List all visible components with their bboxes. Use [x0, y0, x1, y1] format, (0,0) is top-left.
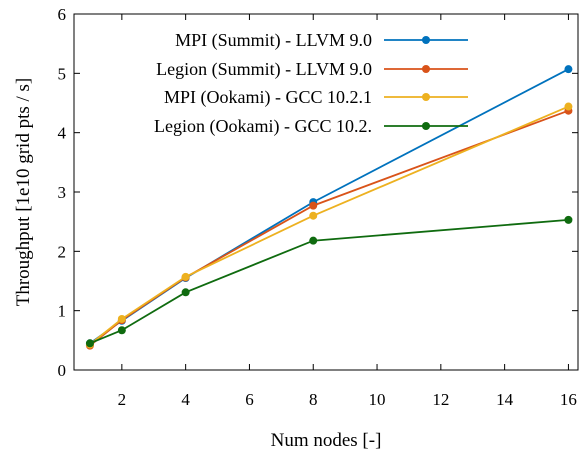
- data-point: [85, 339, 94, 348]
- series-4: [85, 215, 573, 348]
- data-point: [309, 201, 318, 210]
- data-point: [117, 326, 126, 335]
- x-tick-label: 12: [432, 390, 449, 409]
- legend-swatch-point: [422, 93, 430, 101]
- x-tick-label: 4: [181, 390, 190, 409]
- x-tick-label: 10: [369, 390, 386, 409]
- x-axis-title: Num nodes [-]: [271, 430, 382, 451]
- data-point: [181, 272, 190, 281]
- series-line: [89, 68, 569, 345]
- data-point: [564, 215, 573, 224]
- x-tick-label: 8: [309, 390, 318, 409]
- y-axis-title: Throughput [1e10 grid pts / s]: [13, 78, 34, 307]
- data-point: [309, 236, 318, 245]
- y-tick-label: 5: [58, 64, 67, 83]
- legend-label: Legion (Ookami) - GCC 10.2.: [154, 116, 372, 137]
- y-tick-label: 4: [58, 124, 67, 143]
- series-line: [89, 109, 569, 347]
- series-line: [89, 219, 569, 345]
- y-tick-label: 2: [58, 242, 67, 261]
- x-tick-label: 14: [496, 390, 514, 409]
- series-1: [85, 65, 573, 348]
- data-point: [309, 211, 318, 220]
- legend-label: MPI (Summit) - LLVM 9.0: [175, 30, 372, 51]
- data-point: [564, 102, 573, 111]
- legend-swatch-point: [422, 122, 430, 130]
- legend-label: MPI (Ookami) - GCC 10.2.1: [164, 87, 372, 108]
- y-tick-label: 6: [58, 5, 67, 24]
- series-layer: [85, 65, 573, 350]
- x-tick-label: 6: [245, 390, 254, 409]
- legend-swatch-point: [422, 65, 430, 73]
- data-point: [564, 65, 573, 74]
- y-tick-label: 0: [58, 361, 67, 380]
- series-2: [85, 106, 573, 350]
- x-tick-label: 16: [560, 390, 577, 409]
- data-point: [117, 314, 126, 323]
- y-tick-label: 1: [58, 302, 67, 321]
- y-tick-label: 3: [58, 183, 67, 202]
- data-point: [181, 288, 190, 297]
- legend-label: Legion (Summit) - LLVM 9.0: [156, 59, 372, 80]
- legend-swatch-point: [422, 36, 430, 44]
- legend: MPI (Summit) - LLVM 9.0 Legion (Summit) -…: [154, 30, 468, 137]
- x-tick-label: 2: [118, 390, 127, 409]
